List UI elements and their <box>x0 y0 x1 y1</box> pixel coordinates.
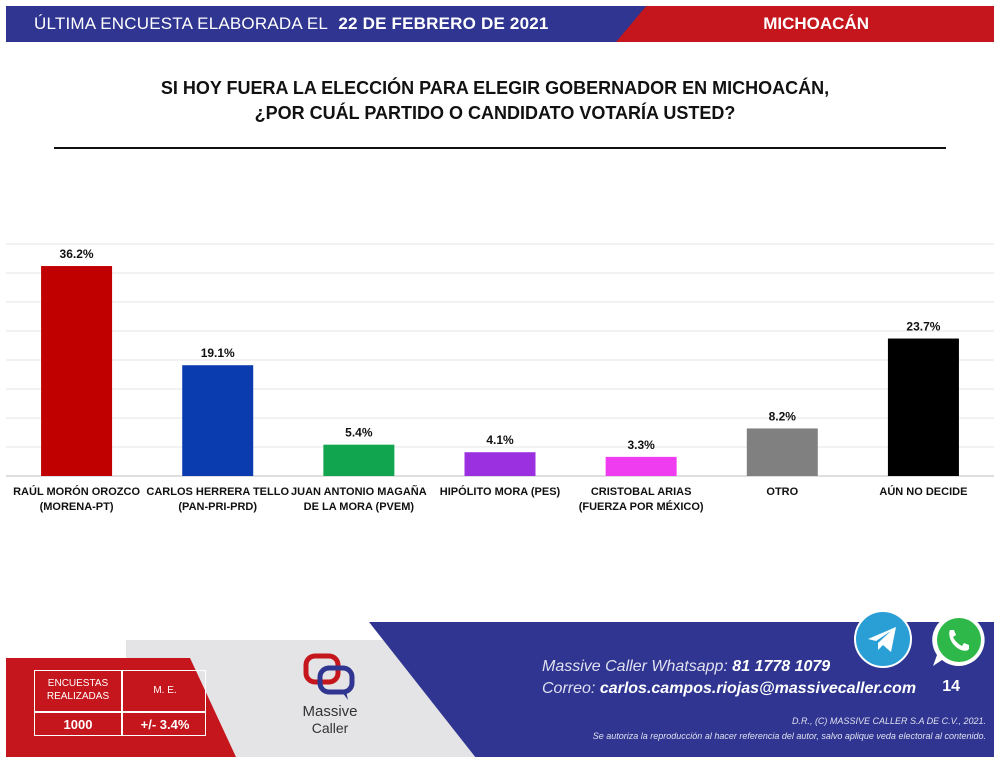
email-address: carlos.campos.riojas@massivecaller.com <box>599 680 917 697</box>
question-line-1: SI HOY FUERA LA ELECCIÓN PARA ELEGIR GOB… <box>160 78 830 98</box>
bar <box>746 428 818 476</box>
email-label: Correo: <box>542 680 596 697</box>
data-label: 23.7% <box>906 320 940 334</box>
logo-bubbles-icon <box>303 653 355 700</box>
bar <box>887 338 959 476</box>
category-label: HIPÓLITO MORA (PES) <box>440 485 561 498</box>
contact-info: Massive Caller Whatsapp: 81 1778 1079 Co… <box>542 656 916 700</box>
category-label: (MORENA-PT) <box>40 501 114 513</box>
survey-stats-table: ENCUESTAS REALIZADAS M. E. 1000 +/- 3.4% <box>34 670 206 736</box>
legal-line-2: Se autoriza la reproducción al hacer ref… <box>592 731 986 741</box>
bar <box>605 456 677 476</box>
category-label: CRISTOBAL ARIAS <box>591 486 692 498</box>
logo-line-2: Caller <box>311 720 349 736</box>
header-red-band <box>616 6 994 42</box>
page-number: 14 <box>942 678 960 695</box>
question-divider <box>54 147 946 149</box>
stats-header-surveys: ENCUESTAS REALIZADAS <box>46 678 110 702</box>
legal-line-1: D.R., (C) MASSIVE CALLER S.A DE C.V., 20… <box>791 716 986 726</box>
category-label: OTRO <box>766 486 798 498</box>
whatsapp-icon[interactable] <box>928 610 990 672</box>
data-label: 8.2% <box>769 409 797 423</box>
logo-text: Massive Caller <box>290 703 370 737</box>
category-label: JUAN ANTONIO MAGAÑA <box>291 485 427 498</box>
category-label: CARLOS HERRERA TELLO <box>146 486 289 498</box>
survey-date-label: ÚLTIMA ENCUESTA ELABORADA EL 22 DE FEBRE… <box>34 14 549 34</box>
bar <box>323 444 395 476</box>
whatsapp-number: 81 1778 1079 <box>732 658 831 675</box>
region-label: MICHOACÁN <box>763 14 869 33</box>
survey-question: SI HOY FUERA LA ELECCIÓN PARA ELEGIR GOB… <box>100 76 890 126</box>
data-label: 5.4% <box>345 426 373 440</box>
bar <box>41 266 113 476</box>
whatsapp-line: Massive Caller Whatsapp: 81 1778 1079 <box>542 656 916 678</box>
survey-date: 22 DE FEBRERO DE 2021 <box>338 14 549 33</box>
logo-line-1: Massive <box>302 703 358 720</box>
data-label: 36.2% <box>60 247 94 261</box>
stats-surveys-value: 1000 <box>63 717 93 732</box>
stats-divider-v <box>121 671 123 735</box>
data-label: 4.1% <box>486 433 514 447</box>
vote-intention-chart: 36.2% RAÚL MORÓN OROZCO (MORENA-PT) 19.1% CA… <box>6 243 994 513</box>
category-label: AÚN NO DECIDE <box>879 485 967 498</box>
category-label: (PAN-PRI-PRD) <box>178 501 257 513</box>
bar <box>182 365 254 476</box>
category-label: DE LA MORA (PVEM) <box>304 501 415 513</box>
question-line-2: ¿POR CUÁL PARTIDO O CANDIDATO VOTARÍA US… <box>254 103 736 123</box>
data-label: 3.3% <box>627 438 655 452</box>
survey-date-prefix: ÚLTIMA ENCUESTA ELABORADA EL <box>34 14 328 33</box>
massive-caller-logo: Massive Caller <box>290 650 370 750</box>
whatsapp-label: Massive Caller Whatsapp: <box>542 658 728 675</box>
stats-divider-h <box>35 711 205 713</box>
email-line: Correo: carlos.campos.riojas@massivecall… <box>542 678 916 700</box>
stats-header-margin: M. E. <box>153 685 177 696</box>
category-label: RAÚL MORÓN OROZCO <box>13 485 140 498</box>
data-label: 19.1% <box>201 346 235 360</box>
legal-notice: D.R., (C) MASSIVE CALLER S.A DE C.V., 20… <box>593 714 986 744</box>
category-label: (FUERZA POR MÉXICO) <box>579 500 704 513</box>
stats-margin-value: +/- 3.4% <box>140 717 190 732</box>
telegram-icon[interactable] <box>854 610 912 668</box>
header-banner: ÚLTIMA ENCUESTA ELABORADA EL 22 DE FEBRE… <box>6 6 994 42</box>
footer: ENCUESTAS REALIZADAS M. E. 1000 +/- 3.4%… <box>6 610 994 757</box>
bar <box>464 452 536 476</box>
